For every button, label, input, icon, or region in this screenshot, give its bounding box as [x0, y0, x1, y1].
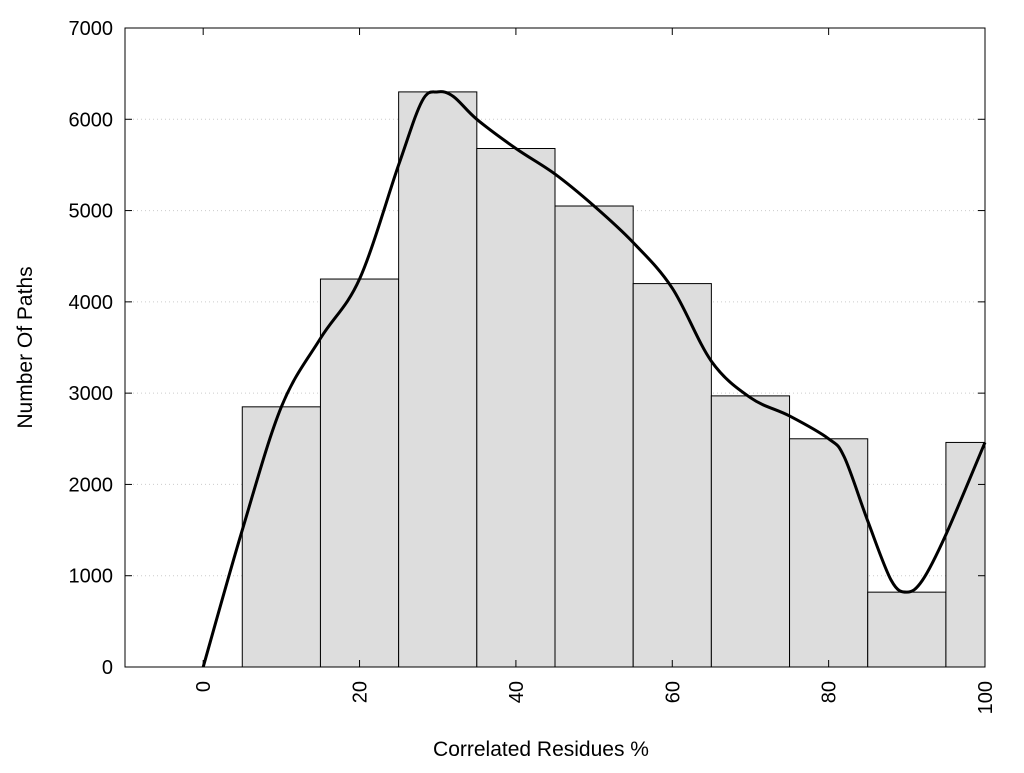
- plot-frame: [124, 27, 986, 668]
- bar-30: [398, 91, 478, 668]
- y-tick-label-5000: 5000: [69, 201, 114, 223]
- density-curve: [201, 90, 987, 668]
- bar-10: [241, 406, 321, 668]
- x-tick-label-80: 80: [819, 681, 841, 703]
- y-tick-label-1000: 1000: [69, 566, 114, 588]
- x-axis-ticks: 0 20 40 60 80 100: [193, 28, 997, 714]
- bar-100: [945, 441, 986, 668]
- x-tick-label-0: 0: [193, 681, 215, 692]
- y-axis-ticks: 0 1000 2000 3000 4000 5000 6000 7000: [69, 18, 985, 679]
- y-tick-label-4000: 4000: [69, 292, 114, 314]
- x-axis-label: Correlated Residues %: [433, 738, 649, 761]
- histogram-bars: [241, 91, 986, 668]
- bar-80: [789, 438, 869, 668]
- x-tick-label-20: 20: [350, 681, 372, 703]
- y-axis-label: Number Of Paths: [14, 266, 37, 428]
- bar-20: [319, 278, 400, 668]
- y-tick-label-2000: 2000: [69, 474, 114, 496]
- bar-60: [632, 283, 712, 668]
- x-tick-label-60: 60: [662, 681, 684, 703]
- bar-40: [476, 147, 556, 668]
- y-tick-label-0: 0: [102, 657, 113, 679]
- bar-90: [867, 591, 947, 668]
- y-tick-label-3000: 3000: [69, 383, 114, 405]
- bar-50: [554, 205, 634, 668]
- bar-70: [710, 395, 791, 668]
- density-curve-group: [201, 90, 987, 668]
- y-tick-label-6000: 6000: [69, 109, 114, 131]
- x-tick-label-40: 40: [506, 681, 528, 703]
- x-tick-label-100: 100: [975, 681, 997, 714]
- y-tick-label-7000: 7000: [69, 18, 114, 40]
